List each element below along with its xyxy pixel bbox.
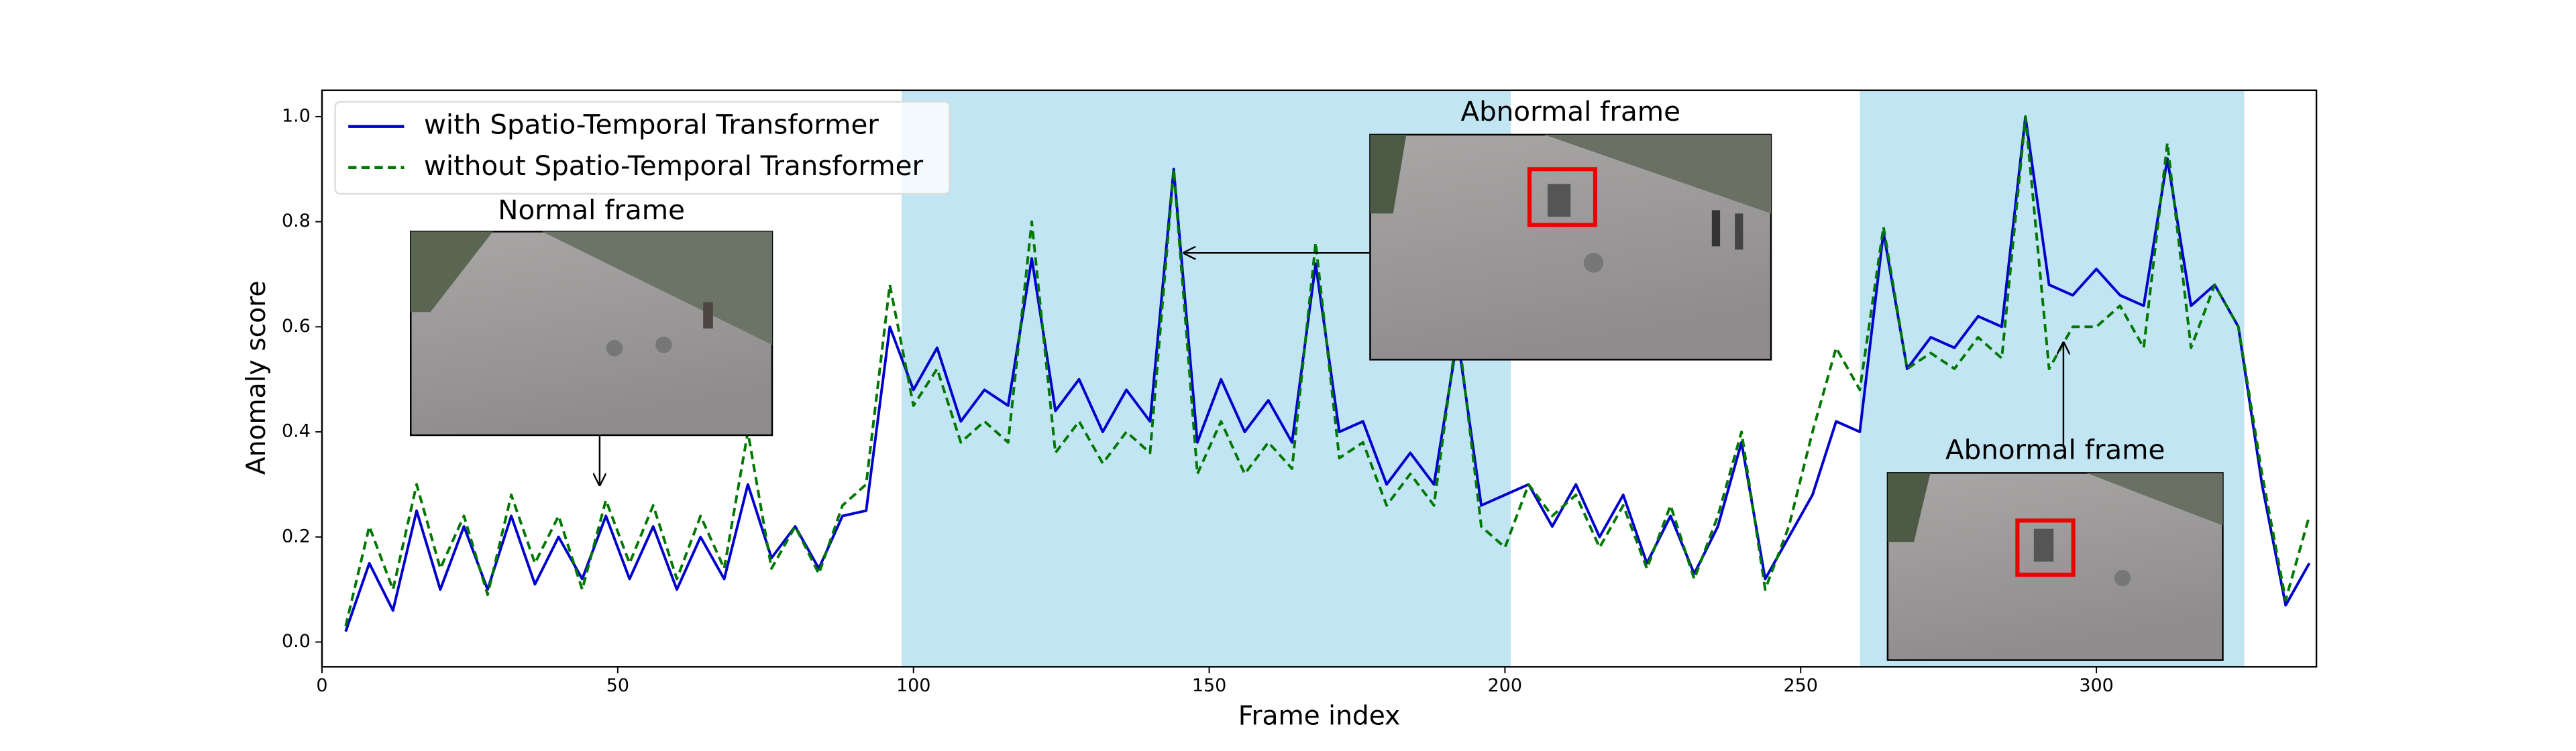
normal-frame-image: [410, 231, 773, 437]
y-tick-label: 0.6: [282, 316, 311, 337]
insets: Normal frame Abnormal frame Abnormal fra…: [410, 95, 2224, 661]
annotation: Abnormal frame: [1461, 95, 1680, 127]
x-tick-label: 200: [1488, 675, 1522, 696]
abnormal-frame-image: [1369, 133, 1772, 361]
annotation: Abnormal frame: [1945, 434, 2165, 466]
y-tick-label: 1.0: [282, 105, 311, 126]
x-tick-label: 50: [606, 675, 629, 696]
legend: with Spatio-Temporal Transformer without …: [334, 101, 951, 195]
abnormal-frame-image: [1886, 472, 2224, 661]
y-tick-label: 0.4: [282, 421, 311, 442]
series-line: [344, 115, 2311, 627]
y-tick-label: 0.8: [282, 211, 311, 231]
x-tick-label: 300: [2079, 675, 2113, 696]
x-axis-label: Frame index: [1238, 701, 1401, 732]
x-tick-label: 100: [896, 675, 930, 696]
plot-frame: [321, 89, 2318, 668]
y-tick-label: 0.2: [282, 526, 311, 546]
y-tick-label: 0.0: [282, 631, 311, 652]
legend-label: with Spatio-Temporal Transformer: [424, 109, 879, 141]
x-tick-label: 0: [316, 675, 327, 696]
annotation: Normal frame: [498, 194, 685, 226]
series-line: [344, 115, 2311, 632]
x-tick-label: 150: [1192, 675, 1226, 696]
x-tick-label: 250: [1784, 675, 1818, 696]
legend-label: without Spatio-Temporal Transformer: [424, 150, 924, 182]
y-axis-label: Anomaly score: [241, 281, 272, 475]
